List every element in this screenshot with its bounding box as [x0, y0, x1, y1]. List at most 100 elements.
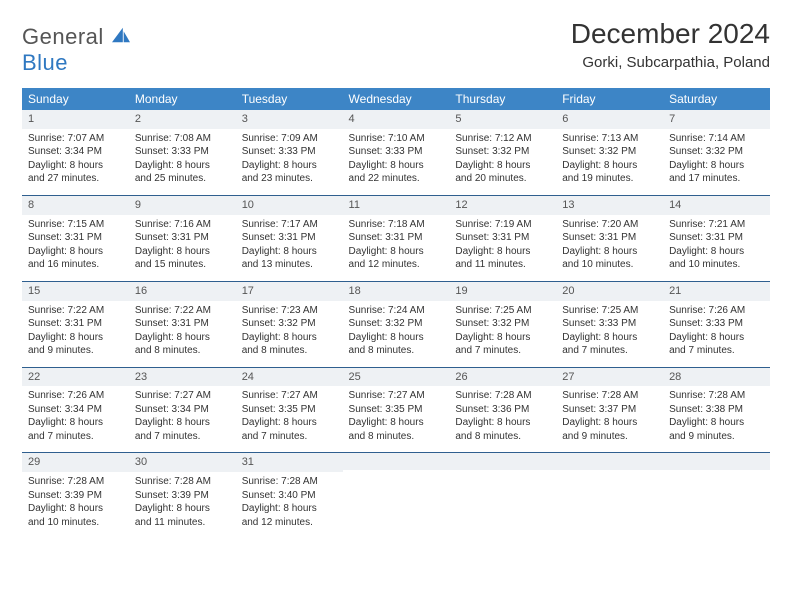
sunset-line: Sunset: 3:31 PM	[455, 231, 550, 245]
calendar-week-row: 22Sunrise: 7:26 AMSunset: 3:34 PMDayligh…	[22, 367, 770, 453]
day-body: Sunrise: 7:28 AMSunset: 3:39 PMDaylight:…	[129, 472, 236, 538]
sunrise-line: Sunrise: 7:21 AM	[669, 218, 764, 232]
sunrise-line: Sunrise: 7:13 AM	[562, 132, 657, 146]
calendar-day-cell: 31Sunrise: 7:28 AMSunset: 3:40 PMDayligh…	[236, 453, 343, 538]
sunrise-line: Sunrise: 7:28 AM	[28, 475, 123, 489]
day-body: Sunrise: 7:25 AMSunset: 3:32 PMDaylight:…	[449, 301, 556, 367]
daylight-line-2: and 7 minutes.	[135, 430, 230, 444]
day-body	[343, 470, 450, 536]
day-number: 14	[663, 196, 770, 215]
sunrise-line: Sunrise: 7:28 AM	[669, 389, 764, 403]
day-number: 18	[343, 282, 450, 301]
sunset-line: Sunset: 3:35 PM	[349, 403, 444, 417]
calendar-day-cell: 8Sunrise: 7:15 AMSunset: 3:31 PMDaylight…	[22, 195, 129, 281]
daylight-line-1: Daylight: 8 hours	[349, 245, 444, 259]
calendar-page: General Blue December 2024 Gorki, Subcar…	[0, 0, 792, 612]
sunset-line: Sunset: 3:33 PM	[562, 317, 657, 331]
daylight-line-2: and 7 minutes.	[455, 344, 550, 358]
day-number: 1	[22, 110, 129, 129]
calendar-day-cell: 17Sunrise: 7:23 AMSunset: 3:32 PMDayligh…	[236, 281, 343, 367]
sunrise-line: Sunrise: 7:20 AM	[562, 218, 657, 232]
day-number	[449, 453, 556, 470]
day-number: 27	[556, 368, 663, 387]
day-body: Sunrise: 7:13 AMSunset: 3:32 PMDaylight:…	[556, 129, 663, 195]
calendar-day-cell: 9Sunrise: 7:16 AMSunset: 3:31 PMDaylight…	[129, 195, 236, 281]
sunrise-line: Sunrise: 7:22 AM	[28, 304, 123, 318]
day-number: 13	[556, 196, 663, 215]
calendar-day-cell: 16Sunrise: 7:22 AMSunset: 3:31 PMDayligh…	[129, 281, 236, 367]
day-body: Sunrise: 7:19 AMSunset: 3:31 PMDaylight:…	[449, 215, 556, 281]
sunset-line: Sunset: 3:31 PM	[135, 231, 230, 245]
sunrise-line: Sunrise: 7:26 AM	[669, 304, 764, 318]
day-body: Sunrise: 7:28 AMSunset: 3:40 PMDaylight:…	[236, 472, 343, 538]
sunset-line: Sunset: 3:34 PM	[28, 403, 123, 417]
day-body: Sunrise: 7:07 AMSunset: 3:34 PMDaylight:…	[22, 129, 129, 195]
sunset-line: Sunset: 3:33 PM	[242, 145, 337, 159]
day-body	[556, 470, 663, 536]
calendar-day-cell: 7Sunrise: 7:14 AMSunset: 3:32 PMDaylight…	[663, 110, 770, 195]
sunset-line: Sunset: 3:39 PM	[28, 489, 123, 503]
day-body: Sunrise: 7:26 AMSunset: 3:34 PMDaylight:…	[22, 386, 129, 452]
sunrise-line: Sunrise: 7:10 AM	[349, 132, 444, 146]
daylight-line-1: Daylight: 8 hours	[242, 416, 337, 430]
sunrise-line: Sunrise: 7:17 AM	[242, 218, 337, 232]
daylight-line-2: and 7 minutes.	[562, 344, 657, 358]
sunset-line: Sunset: 3:32 PM	[455, 145, 550, 159]
sunset-line: Sunset: 3:40 PM	[242, 489, 337, 503]
calendar-body: 1Sunrise: 7:07 AMSunset: 3:34 PMDaylight…	[22, 110, 770, 538]
sunrise-line: Sunrise: 7:25 AM	[562, 304, 657, 318]
day-body: Sunrise: 7:17 AMSunset: 3:31 PMDaylight:…	[236, 215, 343, 281]
daylight-line-2: and 23 minutes.	[242, 172, 337, 186]
location-line: Gorki, Subcarpathia, Poland	[571, 54, 770, 71]
day-body: Sunrise: 7:16 AMSunset: 3:31 PMDaylight:…	[129, 215, 236, 281]
sunset-line: Sunset: 3:31 PM	[28, 317, 123, 331]
brand-word-2: Blue	[22, 50, 68, 75]
calendar-day-cell: 22Sunrise: 7:26 AMSunset: 3:34 PMDayligh…	[22, 367, 129, 453]
daylight-line-1: Daylight: 8 hours	[28, 331, 123, 345]
daylight-line-1: Daylight: 8 hours	[562, 159, 657, 173]
sunrise-line: Sunrise: 7:27 AM	[242, 389, 337, 403]
daylight-line-1: Daylight: 8 hours	[669, 159, 764, 173]
daylight-line-2: and 22 minutes.	[349, 172, 444, 186]
day-number: 16	[129, 282, 236, 301]
day-number: 19	[449, 282, 556, 301]
sunset-line: Sunset: 3:33 PM	[669, 317, 764, 331]
daylight-line-2: and 10 minutes.	[28, 516, 123, 530]
daylight-line-2: and 9 minutes.	[28, 344, 123, 358]
daylight-line-1: Daylight: 8 hours	[135, 331, 230, 345]
day-number: 31	[236, 453, 343, 472]
sunset-line: Sunset: 3:38 PM	[669, 403, 764, 417]
sunset-line: Sunset: 3:33 PM	[135, 145, 230, 159]
sunrise-line: Sunrise: 7:15 AM	[28, 218, 123, 232]
day-body: Sunrise: 7:28 AMSunset: 3:38 PMDaylight:…	[663, 386, 770, 452]
day-number: 10	[236, 196, 343, 215]
calendar-day-cell: 14Sunrise: 7:21 AMSunset: 3:31 PMDayligh…	[663, 195, 770, 281]
daylight-line-1: Daylight: 8 hours	[349, 331, 444, 345]
day-body: Sunrise: 7:15 AMSunset: 3:31 PMDaylight:…	[22, 215, 129, 281]
day-number: 6	[556, 110, 663, 129]
day-number: 12	[449, 196, 556, 215]
calendar-day-cell: 25Sunrise: 7:27 AMSunset: 3:35 PMDayligh…	[343, 367, 450, 453]
day-number: 23	[129, 368, 236, 387]
calendar-day-cell: 3Sunrise: 7:09 AMSunset: 3:33 PMDaylight…	[236, 110, 343, 195]
sunrise-line: Sunrise: 7:23 AM	[242, 304, 337, 318]
sunset-line: Sunset: 3:31 PM	[562, 231, 657, 245]
calendar-day-cell	[343, 453, 450, 538]
sunset-line: Sunset: 3:34 PM	[135, 403, 230, 417]
sunrise-line: Sunrise: 7:28 AM	[562, 389, 657, 403]
daylight-line-1: Daylight: 8 hours	[135, 245, 230, 259]
sunset-line: Sunset: 3:31 PM	[349, 231, 444, 245]
daylight-line-2: and 12 minutes.	[349, 258, 444, 272]
day-number: 15	[22, 282, 129, 301]
sunset-line: Sunset: 3:31 PM	[28, 231, 123, 245]
sunrise-line: Sunrise: 7:12 AM	[455, 132, 550, 146]
sunrise-line: Sunrise: 7:09 AM	[242, 132, 337, 146]
daylight-line-1: Daylight: 8 hours	[669, 331, 764, 345]
day-body: Sunrise: 7:24 AMSunset: 3:32 PMDaylight:…	[343, 301, 450, 367]
calendar-week-row: 29Sunrise: 7:28 AMSunset: 3:39 PMDayligh…	[22, 453, 770, 538]
day-body: Sunrise: 7:25 AMSunset: 3:33 PMDaylight:…	[556, 301, 663, 367]
day-number: 8	[22, 196, 129, 215]
day-number: 4	[343, 110, 450, 129]
daylight-line-1: Daylight: 8 hours	[455, 331, 550, 345]
weekday-header: Sunday	[22, 88, 129, 110]
